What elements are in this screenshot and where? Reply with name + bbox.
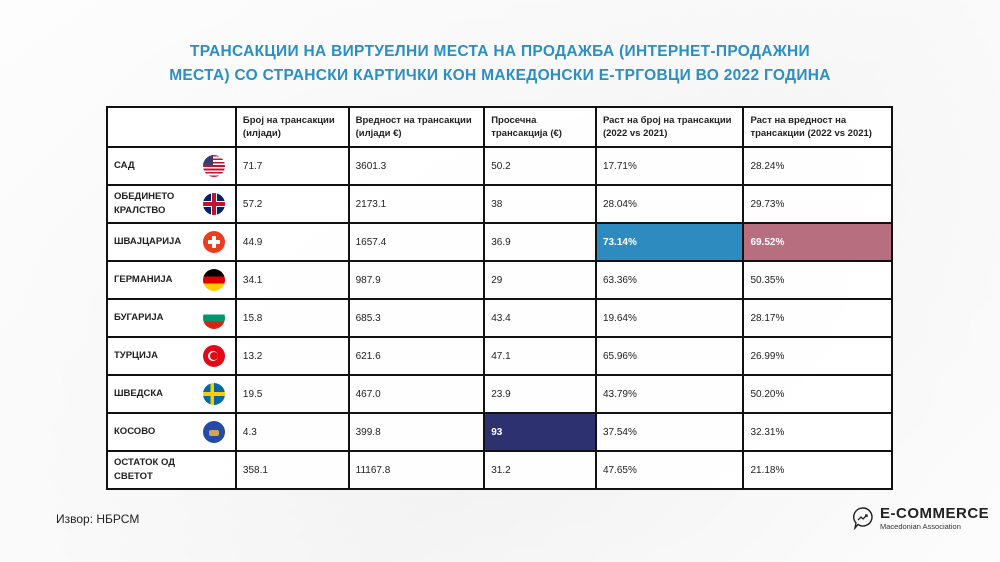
page-title: ТРАНСАКЦИИ НА ВИРТУЕЛНИ МЕСТА НА ПРОДАЖБ… bbox=[0, 40, 1000, 88]
value-cell: 43.4 bbox=[483, 298, 597, 338]
value-cell: 358.1 bbox=[234, 450, 350, 490]
country-cell: ОСТАТОК ОД СВЕТОТ bbox=[106, 450, 237, 490]
germany-flag-icon bbox=[202, 269, 225, 291]
value-cell: 1657.4 bbox=[347, 222, 486, 262]
country-name: ОСТАТОК ОД СВЕТОТ bbox=[114, 457, 176, 482]
table-row: ОБЕДИНЕТО КРАЛСТВО 57.2 2173.1 38 28.04% 29.7… bbox=[106, 184, 893, 224]
country-name: ТУРЦИЈА bbox=[114, 350, 158, 361]
logo: E-COMMERCE Macedonian Association bbox=[852, 505, 989, 531]
value-cell: 44.9 bbox=[234, 222, 350, 262]
table-row: ОСТАТОК ОД СВЕТОТ 358.1 11167.8 31.2 47.65% 2… bbox=[106, 450, 893, 490]
value-cell: 37.54% bbox=[594, 412, 745, 452]
value-cell: 17.71% bbox=[594, 146, 745, 186]
column-header bbox=[106, 106, 237, 148]
turkey-flag-icon bbox=[202, 345, 225, 367]
column-header: Раст на број на трансакции (2022 vs 2021… bbox=[594, 106, 745, 148]
country-cell: ШВАЈЦАРИЈА bbox=[106, 222, 237, 262]
value-cell: 47.65% bbox=[594, 450, 745, 490]
value-cell: 399.8 bbox=[347, 412, 486, 452]
value-cell: 987.9 bbox=[347, 260, 486, 300]
value-cell: 38 bbox=[483, 184, 597, 224]
country-name: БУГАРИЈА bbox=[114, 312, 164, 323]
bulgaria-flag-icon bbox=[202, 307, 225, 329]
source-note: Извор: НБРСМ bbox=[56, 512, 140, 526]
value-cell: 47.1 bbox=[483, 336, 597, 376]
table-row: ГЕРМАНИЈА 34.1 987.9 29 63.36% 50.35% bbox=[106, 260, 893, 300]
table-row: ШВАЈЦАРИЈА 44.9 1657.4 36.9 73.14% 69.52% bbox=[106, 222, 893, 262]
table-row: БУГАРИЈА 15.8 685.3 43.4 19.64% 28.17% bbox=[106, 298, 893, 338]
title-line-2: МЕСТА) СО СТРАНСКИ КАРТИЧКИ КОН МАКЕДОНС… bbox=[169, 67, 831, 84]
country-cell: САД bbox=[106, 146, 237, 186]
column-header: Вредност на трансакции (илјади €) bbox=[347, 106, 486, 148]
country-cell: БУГАРИЈА bbox=[106, 298, 237, 338]
value-cell: 621.6 bbox=[347, 336, 486, 376]
sweden-flag-icon bbox=[202, 383, 225, 405]
country-cell: ГЕРМАНИЈА bbox=[106, 260, 237, 300]
value-cell: 32.31% bbox=[742, 412, 893, 452]
value-cell: 43.79% bbox=[594, 374, 745, 414]
us-flag-icon bbox=[202, 155, 225, 177]
value-cell: 69.52% bbox=[742, 222, 893, 262]
chart-bubble-icon bbox=[853, 507, 873, 530]
table-row: ТУРЦИЈА 13.2 621.6 47.1 65.96% 26.99% bbox=[106, 336, 893, 376]
value-cell: 3601.3 bbox=[347, 146, 486, 186]
country-cell: ШВЕДСКА bbox=[106, 374, 237, 414]
data-table: Број на трансакции (илјади) Вредност на т… bbox=[106, 106, 893, 490]
value-cell: 71.7 bbox=[234, 146, 350, 186]
country-cell: ТУРЦИЈА bbox=[106, 336, 237, 376]
country-name: ГЕРМАНИЈА bbox=[114, 274, 173, 285]
country-name: САД bbox=[114, 160, 135, 171]
country-cell: КОСОВО bbox=[106, 412, 237, 452]
value-cell: 2173.1 bbox=[347, 184, 486, 224]
logo-name: E-COMMERCE bbox=[880, 505, 990, 522]
table-header-row: Број на трансакции (илјади) Вредност на т… bbox=[106, 106, 893, 148]
value-cell: 28.17% bbox=[742, 298, 893, 338]
country-name: ОБЕДИНЕТО КРАЛСТВО bbox=[114, 191, 175, 216]
country-cell: ОБЕДИНЕТО КРАЛСТВО bbox=[106, 184, 237, 224]
value-cell: 63.36% bbox=[594, 260, 745, 300]
value-cell: 28.04% bbox=[594, 184, 745, 224]
column-header: Просечна трансакција (€) bbox=[483, 106, 597, 148]
logo-subtitle: Macedonian Association bbox=[880, 522, 961, 531]
value-cell: 4.3 bbox=[234, 412, 350, 452]
table-row: ШВЕДСКА 19.5 467.0 23.9 43.79% 50.20% bbox=[106, 374, 893, 414]
title-line-1: ТРАНСАКЦИИ НА ВИРТУЕЛНИ МЕСТА НА ПРОДАЖБ… bbox=[189, 43, 810, 60]
column-header: Број на трансакции (илјади) bbox=[234, 106, 350, 148]
value-cell: 19.64% bbox=[594, 298, 745, 338]
value-cell: 65.96% bbox=[594, 336, 745, 376]
table-row: КОСОВО 4.3 399.8 93 37.54% 32.31% bbox=[106, 412, 893, 452]
table-row: САД 71.7 3601.3 50.2 17.71% 28.24% bbox=[106, 146, 893, 186]
country-name: ШВЕДСКА bbox=[114, 388, 164, 399]
value-cell: 685.3 bbox=[347, 298, 486, 338]
value-cell: 21.18% bbox=[742, 450, 893, 490]
swiss-flag-icon bbox=[202, 231, 225, 253]
value-cell: 467.0 bbox=[347, 374, 486, 414]
value-cell: 29.73% bbox=[742, 184, 893, 224]
value-cell: 28.24% bbox=[742, 146, 893, 186]
country-name: ШВАЈЦАРИЈА bbox=[114, 236, 182, 247]
value-cell: 23.9 bbox=[483, 374, 597, 414]
value-cell: 26.99% bbox=[742, 336, 893, 376]
value-cell: 34.1 bbox=[234, 260, 350, 300]
value-cell: 50.2 bbox=[483, 146, 597, 186]
kosovo-flag-icon bbox=[202, 421, 225, 443]
value-cell: 57.2 bbox=[234, 184, 350, 224]
value-cell: 19.5 bbox=[234, 374, 350, 414]
value-cell: 36.9 bbox=[483, 222, 597, 262]
uk-flag-icon bbox=[202, 193, 225, 215]
value-cell: 73.14% bbox=[594, 222, 745, 262]
value-cell: 29 bbox=[483, 260, 597, 300]
value-cell: 15.8 bbox=[234, 298, 350, 338]
value-cell: 31.2 bbox=[483, 450, 597, 490]
value-cell: 93 bbox=[483, 412, 597, 452]
value-cell: 50.20% bbox=[742, 374, 893, 414]
value-cell: 11167.8 bbox=[347, 450, 486, 490]
country-name: КОСОВО bbox=[114, 426, 156, 437]
column-header: Раст на вредност на трансакции (2022 vs … bbox=[742, 106, 893, 148]
value-cell: 50.35% bbox=[742, 260, 893, 300]
value-cell: 13.2 bbox=[234, 336, 350, 376]
